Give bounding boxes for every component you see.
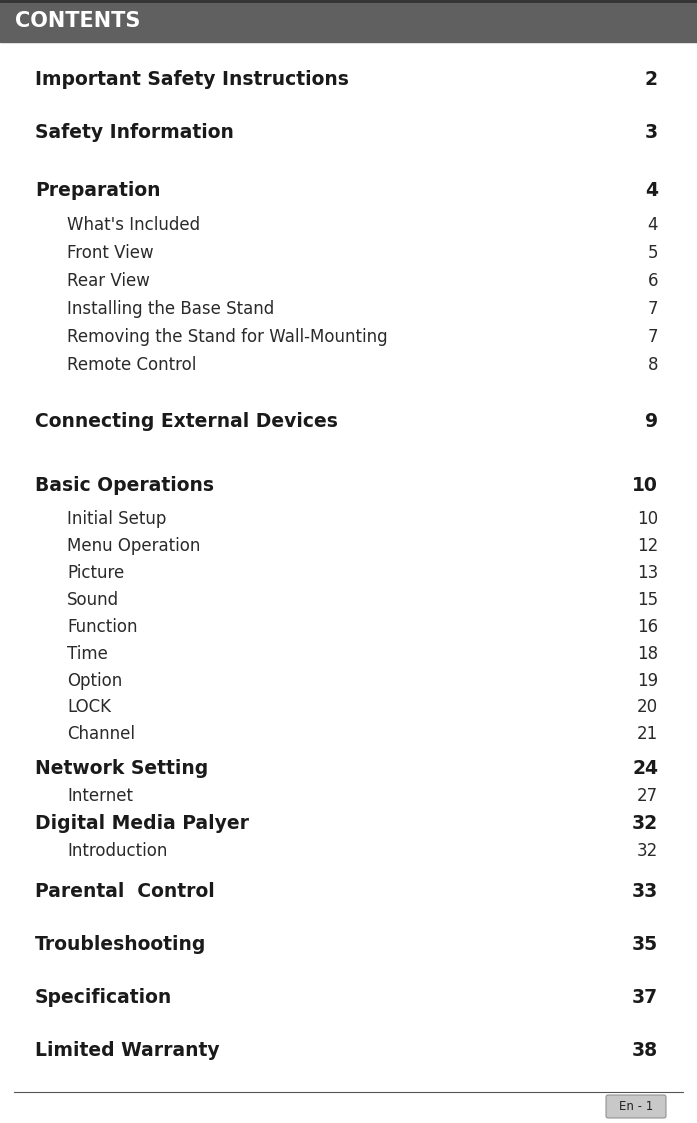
Text: Time: Time [67,645,108,663]
Text: Option: Option [67,672,122,690]
Text: 3: 3 [645,124,658,141]
Text: 9: 9 [645,412,658,430]
Text: Troubleshooting: Troubleshooting [35,935,206,953]
Text: 4: 4 [645,182,658,200]
Text: Menu Operation: Menu Operation [67,537,200,555]
Text: 19: 19 [637,672,658,690]
Text: Picture: Picture [67,564,124,582]
Text: Internet: Internet [67,787,133,805]
Text: 32: 32 [632,814,658,832]
Text: 15: 15 [637,591,658,609]
Text: 33: 33 [631,883,658,901]
Text: 6: 6 [648,272,658,290]
Text: What's Included: What's Included [67,216,200,234]
Text: 27: 27 [637,787,658,805]
Text: CONTENTS: CONTENTS [15,11,140,31]
Text: Parental  Control: Parental Control [35,883,215,901]
Text: 7: 7 [648,328,658,346]
Text: 21: 21 [637,725,658,743]
Text: Limited Warranty: Limited Warranty [35,1041,220,1059]
Text: Safety Information: Safety Information [35,124,234,141]
Text: Installing the Base Stand: Installing the Base Stand [67,300,274,318]
Text: 35: 35 [632,935,658,953]
Text: 18: 18 [637,645,658,663]
Text: En - 1: En - 1 [619,1101,653,1113]
FancyBboxPatch shape [606,1095,666,1119]
Text: 37: 37 [632,988,658,1006]
Text: Removing the Stand for Wall-Mounting: Removing the Stand for Wall-Mounting [67,328,388,346]
Text: Rear View: Rear View [67,272,150,290]
Text: 4: 4 [648,216,658,234]
Text: 16: 16 [637,618,658,636]
Text: 10: 10 [637,510,658,528]
Text: Initial Setup: Initial Setup [67,510,167,528]
Text: 2: 2 [645,71,658,89]
Text: Remote Control: Remote Control [67,356,197,374]
Text: Function: Function [67,618,137,636]
Text: 38: 38 [632,1041,658,1059]
Text: LOCK: LOCK [67,699,111,716]
Text: Preparation: Preparation [35,182,160,200]
Text: Basic Operations: Basic Operations [35,476,214,494]
Text: Introduction: Introduction [67,842,167,860]
Bar [0,0,697,42]
Text: Important Safety Instructions: Important Safety Instructions [35,71,349,89]
Text: 13: 13 [637,564,658,582]
Text: Connecting External Devices: Connecting External Devices [35,412,338,430]
Text: Network Setting: Network Setting [35,759,208,777]
Text: Digital Media Palyer: Digital Media Palyer [35,814,249,832]
Text: 20: 20 [637,699,658,716]
Text: 12: 12 [637,537,658,555]
Text: 5: 5 [648,244,658,262]
Text: Channel: Channel [67,725,135,743]
Text: 24: 24 [632,759,658,777]
Text: Front View: Front View [67,244,153,262]
Text: Sound: Sound [67,591,119,609]
Text: 10: 10 [632,476,658,494]
Text: 32: 32 [637,842,658,860]
Text: Specification: Specification [35,988,172,1006]
Text: 8: 8 [648,356,658,374]
Text: 7: 7 [648,300,658,318]
